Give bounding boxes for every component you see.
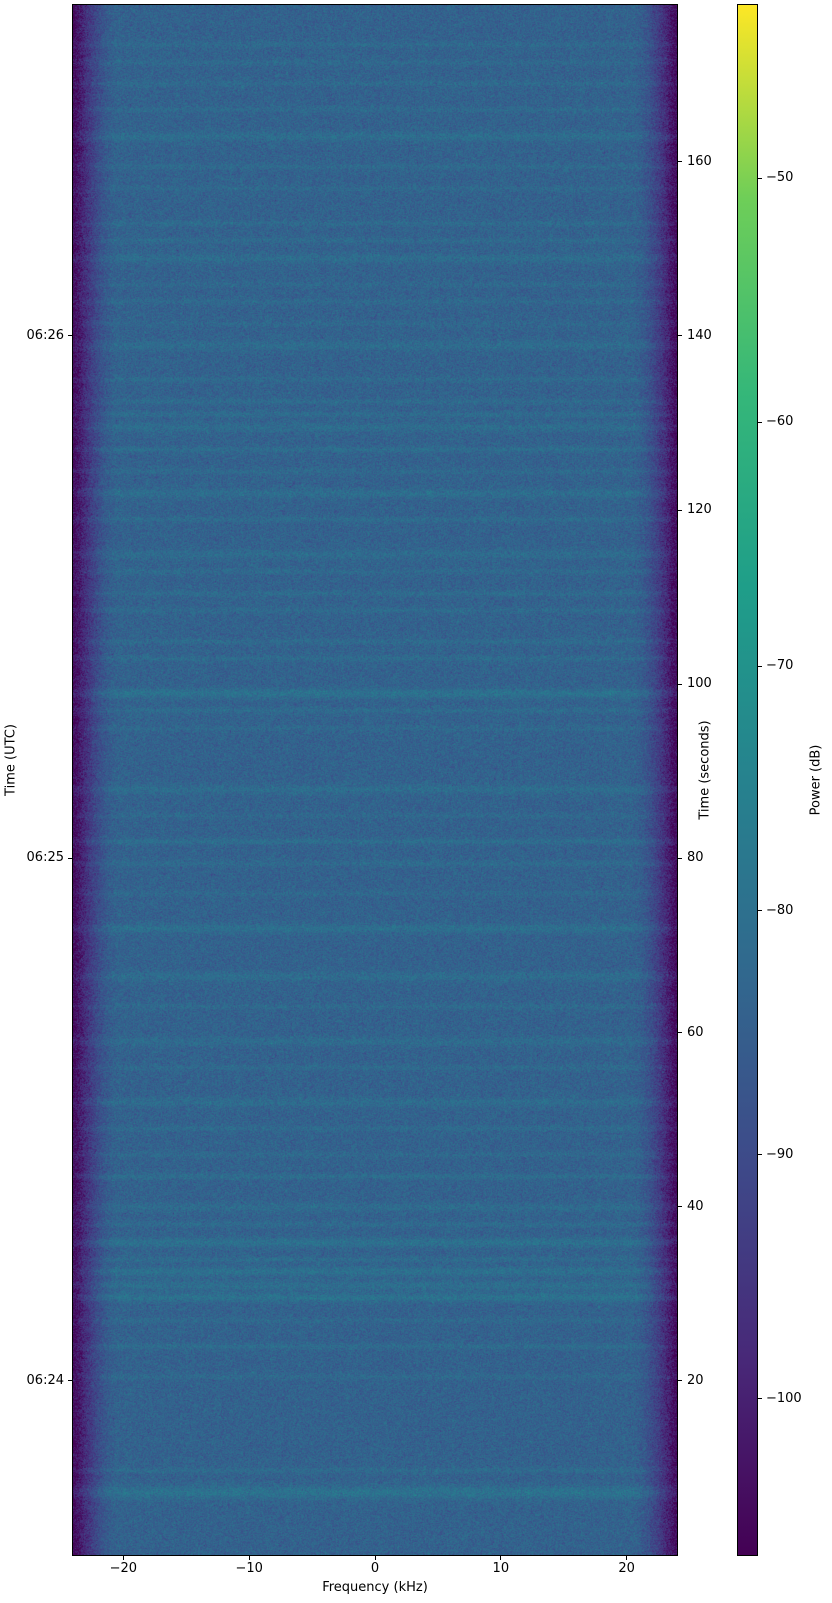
x-tick-label: −20 bbox=[109, 1561, 138, 1576]
seconds-tick-label: 40 bbox=[687, 1198, 704, 1214]
tick-mark bbox=[758, 1154, 762, 1156]
colorbar-tick-label: −70 bbox=[766, 658, 794, 674]
tick-mark bbox=[500, 1556, 502, 1560]
tick-mark bbox=[678, 1032, 682, 1034]
tick-mark bbox=[758, 177, 762, 179]
seconds-tick-label: 80 bbox=[687, 850, 704, 866]
colorbar-tick-label: −90 bbox=[766, 1146, 794, 1162]
spectrogram-heatmap bbox=[73, 5, 677, 1555]
x-axis-label: Frequency (kHz) bbox=[322, 1580, 428, 1595]
tick-mark bbox=[758, 910, 762, 912]
colorbar-tick-label: −50 bbox=[766, 170, 794, 186]
colorbar-gradient bbox=[738, 5, 757, 1555]
seconds-tick-label: 20 bbox=[687, 1372, 704, 1388]
tick-mark bbox=[68, 1380, 72, 1382]
seconds-tick-label: 140 bbox=[687, 327, 712, 343]
seconds-tick-label: 120 bbox=[687, 502, 712, 518]
y-axis-label-seconds: Time (seconds) bbox=[697, 720, 713, 820]
colorbar-tick-label: −100 bbox=[766, 1390, 802, 1406]
tick-mark bbox=[678, 1206, 682, 1208]
utc-tick-label: 06:25 bbox=[26, 850, 64, 866]
tick-mark bbox=[758, 421, 762, 423]
tick-mark bbox=[678, 683, 682, 685]
tick-mark bbox=[68, 857, 72, 859]
seconds-tick-label: 60 bbox=[687, 1024, 704, 1040]
tick-mark bbox=[678, 1380, 682, 1382]
x-tick-label: 20 bbox=[618, 1561, 635, 1576]
tick-mark bbox=[758, 665, 762, 667]
x-tick-label: 0 bbox=[370, 1561, 380, 1576]
tick-mark bbox=[678, 335, 682, 337]
y-axis-label-utc: Time (UTC) bbox=[3, 724, 19, 796]
tick-mark bbox=[374, 1556, 376, 1560]
seconds-tick-label: 160 bbox=[687, 153, 712, 169]
tick-mark bbox=[678, 857, 682, 859]
tick-mark bbox=[122, 1556, 124, 1560]
x-tick-label: 10 bbox=[492, 1561, 510, 1576]
utc-tick-label: 06:24 bbox=[26, 1372, 64, 1388]
utc-tick-label: 06:26 bbox=[26, 327, 64, 343]
tick-mark bbox=[678, 509, 682, 511]
tick-mark bbox=[68, 335, 72, 337]
x-tick-label: −10 bbox=[235, 1561, 263, 1576]
tick-mark bbox=[678, 161, 682, 163]
colorbar-tick-label: −60 bbox=[766, 414, 794, 430]
seconds-tick-label: 100 bbox=[687, 676, 712, 692]
tick-mark bbox=[758, 1398, 762, 1400]
colorbar bbox=[737, 4, 758, 1556]
colorbar-label: Power (dB) bbox=[808, 744, 824, 816]
colorbar-tick-label: −80 bbox=[766, 902, 794, 918]
tick-mark bbox=[248, 1556, 250, 1560]
tick-mark bbox=[626, 1556, 628, 1560]
